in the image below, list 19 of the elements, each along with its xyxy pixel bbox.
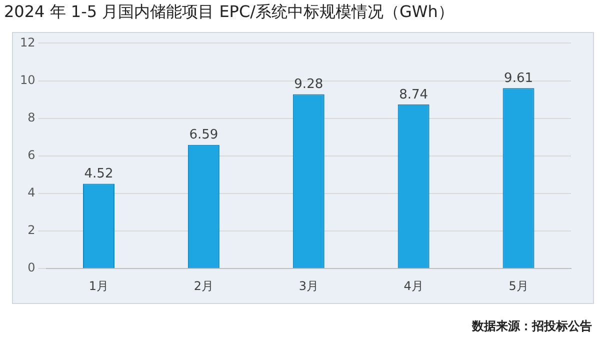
- chart-title: 2024 年 1-5 月国内储能项目 EPC/系统中标规模情况（GWh）: [4, 2, 454, 23]
- data-label: 6.59: [189, 128, 218, 143]
- x-tick-label: 2月: [194, 278, 214, 293]
- source-note: 数据来源：招投标公告: [472, 318, 592, 335]
- data-label: 4.52: [84, 166, 114, 182]
- y-tick-label: 12: [20, 35, 36, 50]
- y-tick-label: 0: [28, 260, 36, 275]
- data-label: 8.74: [399, 87, 428, 102]
- data-label: 9.28: [294, 77, 324, 92]
- y-tick-label: 4: [28, 186, 36, 200]
- data-label: 9.61: [504, 70, 534, 86]
- y-tick-label: 8: [28, 110, 36, 124]
- y-tick-label: 6: [28, 148, 36, 162]
- x-tick-label: 1月: [88, 278, 109, 293]
- y-tick-label: 10: [20, 72, 36, 87]
- y-tick-label: 2: [28, 223, 36, 238]
- x-tick-label: 3月: [298, 278, 318, 293]
- x-tick-label: 5月: [508, 278, 528, 293]
- x-tick-label: 4月: [404, 278, 424, 293]
